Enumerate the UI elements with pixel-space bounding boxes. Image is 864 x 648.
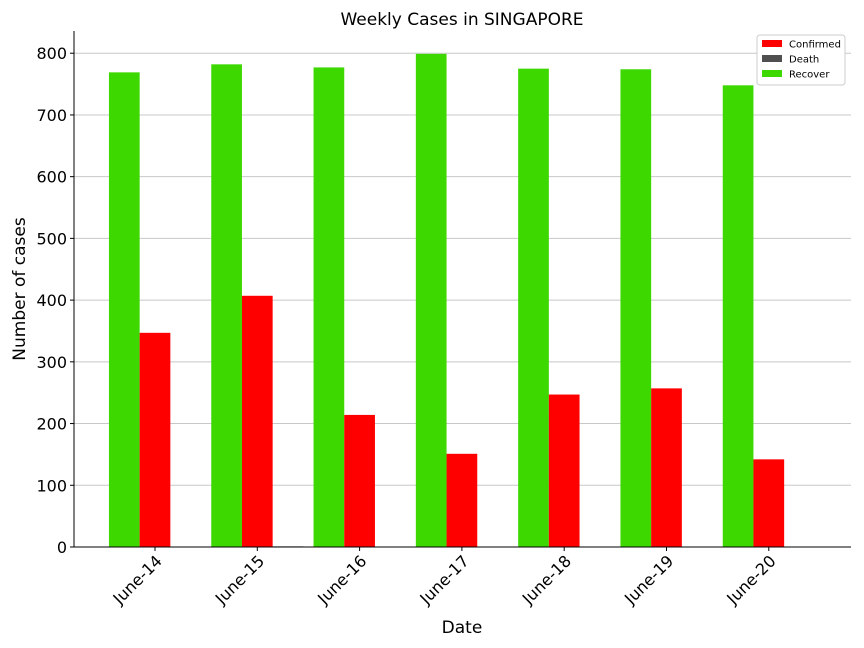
legend-swatch-recover [762,70,782,77]
legend-swatch-death [762,55,782,62]
x-tick-label: June-15 [211,551,268,608]
bar-recover-june-16 [313,67,345,548]
x-tick-label: June-20 [722,551,779,608]
y-axis-title: Number of cases [10,217,30,361]
bar-recover-june-14 [108,72,140,547]
x-tick-label: June-14 [109,551,166,608]
bar-confirmed-june-15 [241,295,273,547]
x-ticks: June-14 June-15 June-16 June-17 June-18 June-… [109,547,780,609]
bar-confirmed-june-19 [651,388,682,547]
bar-recover-june-20 [722,85,754,547]
chart-title: Weekly Cases in SINGAPORE [340,10,583,30]
bar-confirmed-june-16 [344,414,375,547]
legend-swatch-confirmed [762,40,782,47]
x-tick-label: June-16 [313,551,370,608]
legend-label-death: Death [789,55,819,66]
bar-recover-june-18 [518,68,549,547]
legend: Confirmed Death Recover [756,34,846,86]
x-tick-label: June-19 [620,551,677,608]
bar-recover-june-19 [620,69,652,547]
x-tick-label: June-17 [415,551,472,608]
y-tick-label: 200 [36,415,67,434]
bar-recover-june-15 [211,64,242,548]
y-tick-label: 500 [36,229,67,248]
bar-confirmed-june-20 [753,459,785,547]
bar-confirmed-june-14 [139,332,171,547]
bar-recover-june-17 [415,53,447,548]
bar-confirmed-june-18 [548,394,580,547]
bars [108,53,785,548]
y-tick-label: 100 [36,476,67,495]
gridlines [74,52,851,486]
legend-label-confirmed: Confirmed [789,40,841,51]
x-tick-label: June-18 [518,551,575,608]
bar-confirmed-june-17 [446,453,478,547]
y-tick-label: 300 [36,353,67,372]
y-ticks: 0 100 200 300 400 500 600 700 800 [36,44,74,557]
y-tick-label: 400 [36,291,67,310]
axes [73,31,851,548]
x-axis-title: Date [442,618,483,638]
y-tick-label: 800 [36,44,67,63]
y-tick-label: 0 [57,538,67,557]
y-tick-label: 600 [36,168,67,187]
legend-label-recover: Recover [789,70,830,81]
y-tick-label: 700 [36,106,67,125]
